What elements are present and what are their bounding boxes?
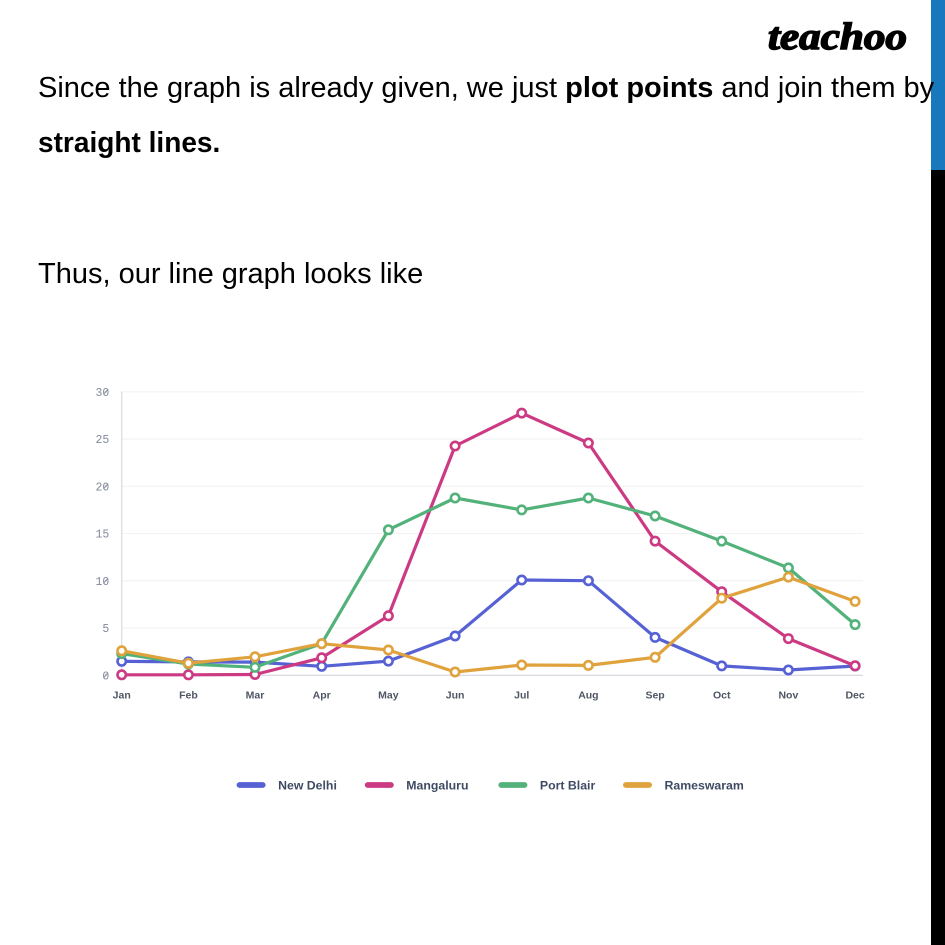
svg-text:Rameswaram: Rameswaram	[665, 778, 744, 792]
svg-text:25: 25	[95, 434, 109, 447]
svg-text:20: 20	[95, 481, 109, 494]
svg-text:Aug: Aug	[578, 690, 598, 702]
svg-text:Mangaluru: Mangaluru	[406, 778, 468, 792]
svg-text:Mar: Mar	[246, 690, 265, 702]
svg-text:Jan: Jan	[113, 690, 131, 702]
svg-text:15: 15	[95, 529, 109, 542]
svg-text:Oct: Oct	[713, 690, 731, 702]
svg-text:Feb: Feb	[179, 690, 198, 702]
svg-text:May: May	[378, 690, 399, 702]
svg-text:30: 30	[95, 387, 109, 400]
svg-text:New Delhi: New Delhi	[278, 778, 337, 792]
svg-text:Port Blair: Port Blair	[540, 778, 596, 792]
svg-text:Apr: Apr	[313, 690, 331, 702]
svg-text:Jun: Jun	[446, 690, 465, 702]
svg-text:0: 0	[102, 670, 109, 683]
svg-text:Sep: Sep	[645, 690, 664, 702]
svg-text:Dec: Dec	[845, 690, 864, 702]
svg-text:Jul: Jul	[514, 690, 529, 702]
svg-text:10: 10	[95, 576, 109, 589]
svg-text:Nov: Nov	[778, 690, 798, 702]
svg-text:5: 5	[102, 623, 109, 636]
